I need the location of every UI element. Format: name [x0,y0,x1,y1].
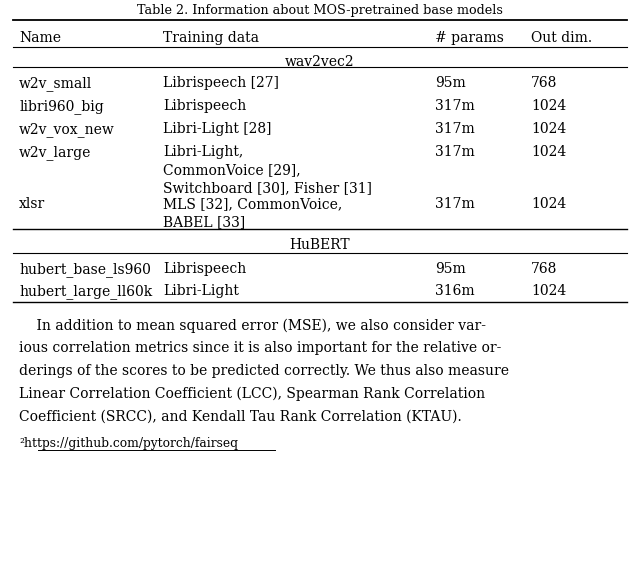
Text: hubert_base_ls960: hubert_base_ls960 [19,262,151,276]
Text: hubert_large_ll60k: hubert_large_ll60k [19,284,152,299]
Text: 317m: 317m [435,145,475,159]
Text: 1024: 1024 [531,99,566,113]
Text: Training data: Training data [163,31,259,46]
Text: MLS [32], CommonVoice,
BABEL [33]: MLS [32], CommonVoice, BABEL [33] [163,197,342,230]
Text: 768: 768 [531,262,557,276]
Text: 1024: 1024 [531,122,566,136]
Text: Table 2. Information about MOS-pretrained base models: Table 2. Information about MOS-pretraine… [137,4,503,17]
Text: Name: Name [19,31,61,46]
Text: Coefficient (SRCC), and Kendall Tau Rank Correlation (KTAU).: Coefficient (SRCC), and Kendall Tau Rank… [19,410,462,424]
Text: Libri-Light [28]: Libri-Light [28] [163,122,272,136]
Text: wav2vec2: wav2vec2 [285,55,355,70]
Text: derings of the scores to be predicted correctly. We thus also measure: derings of the scores to be predicted co… [19,364,509,378]
Text: 768: 768 [531,76,557,91]
Text: 95m: 95m [435,76,466,91]
Text: w2v_small: w2v_small [19,76,92,91]
Text: ious correlation metrics since it is also important for the relative or-: ious correlation metrics since it is als… [19,341,502,356]
Text: 1024: 1024 [531,284,566,299]
Text: In addition to mean squared error (MSE), we also consider var-: In addition to mean squared error (MSE),… [19,319,486,333]
Text: w2v_vox_new: w2v_vox_new [19,122,115,137]
Text: 317m: 317m [435,122,475,136]
Text: Librispeech: Librispeech [163,99,246,113]
Text: Librispeech [27]: Librispeech [27] [163,76,279,91]
Text: Libri-Light: Libri-Light [163,284,239,299]
Text: 1024: 1024 [531,197,566,211]
Text: 316m: 316m [435,284,475,299]
Text: 317m: 317m [435,99,475,113]
Text: # params: # params [435,31,504,46]
Text: 1024: 1024 [531,145,566,159]
Text: Librispeech: Librispeech [163,262,246,276]
Text: Out dim.: Out dim. [531,31,593,46]
Text: Libri-Light,
CommonVoice [29],
Switchboard [30], Fisher [31]: Libri-Light, CommonVoice [29], Switchboa… [163,145,372,196]
Text: libri960_big: libri960_big [19,99,104,114]
Text: w2v_large: w2v_large [19,145,92,160]
Text: ²https://github.com/pytorch/fairseq: ²https://github.com/pytorch/fairseq [19,437,238,450]
Text: xlsr: xlsr [19,197,45,211]
Text: 95m: 95m [435,262,466,276]
Text: HuBERT: HuBERT [290,238,350,253]
Text: Linear Correlation Coefficient (LCC), Spearman Rank Correlation: Linear Correlation Coefficient (LCC), Sp… [19,387,485,401]
Text: 317m: 317m [435,197,475,211]
